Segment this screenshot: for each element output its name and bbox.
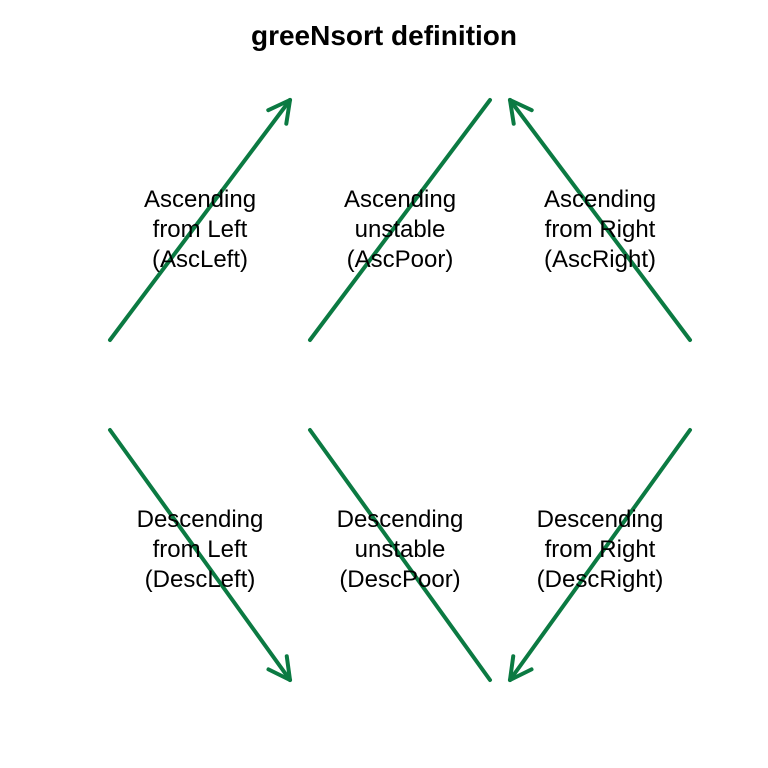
cell-asc-poor: Ascending unstable (AscPoor) <box>344 185 456 275</box>
cell-desc-left: Descending from Left (DescLeft) <box>137 505 264 595</box>
diagram-container: greeNsort definition Ascending from Left… <box>0 0 768 768</box>
cell-desc-right: Descending from Right (DescRight) <box>537 505 664 595</box>
cell-asc-left: Ascending from Left (AscLeft) <box>144 185 256 275</box>
cell-asc-right: Ascending from Right (AscRight) <box>544 185 656 275</box>
cell-desc-poor: Descending unstable (DescPoor) <box>337 505 464 595</box>
arrows-layer <box>0 0 768 768</box>
page-title: greeNsort definition <box>0 20 768 52</box>
